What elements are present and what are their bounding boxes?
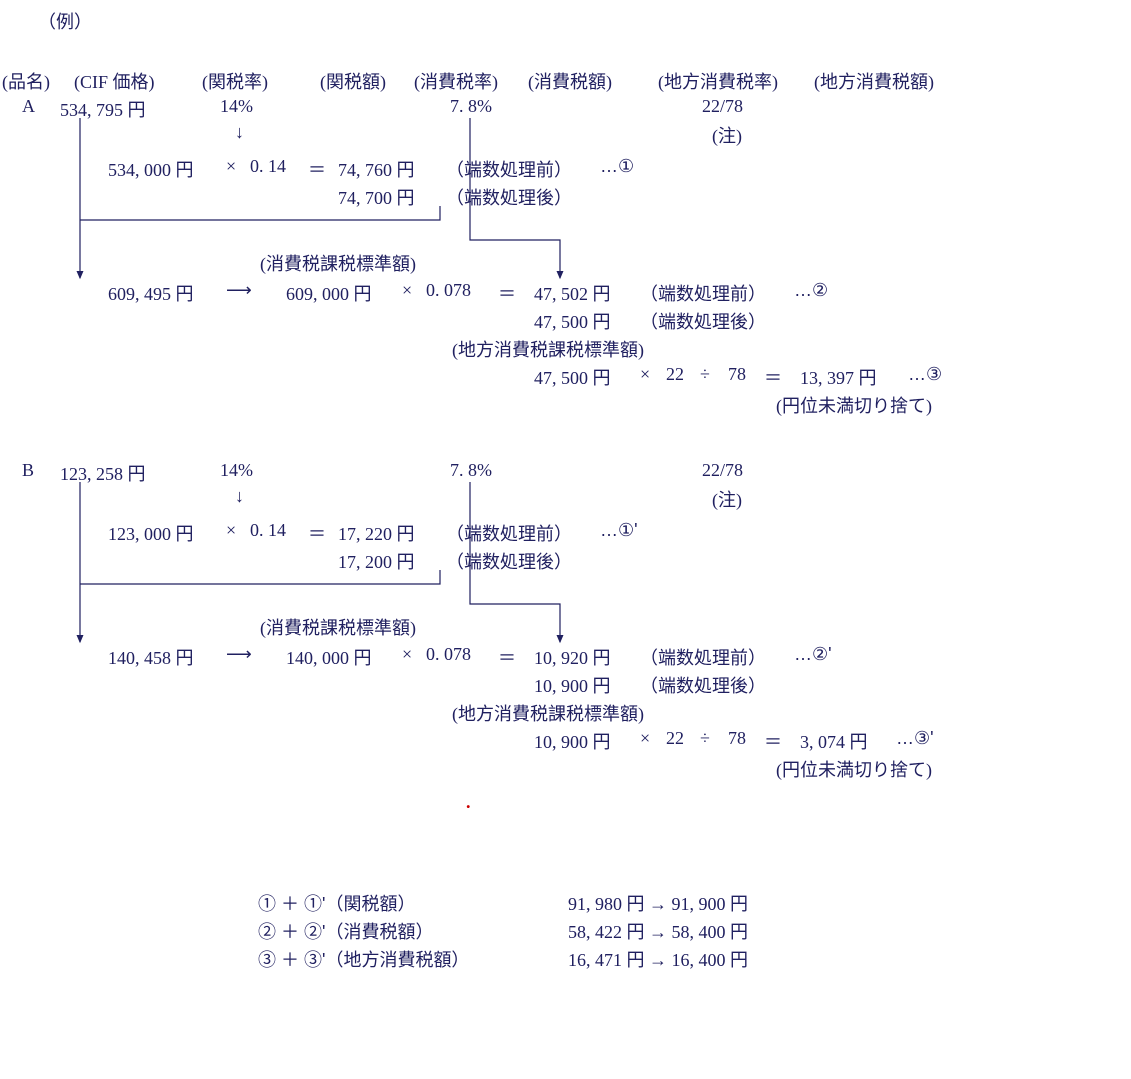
header-chihoritsu: (地方消費税率) — [658, 68, 778, 94]
rarrow-b: ⟶ — [226, 644, 250, 665]
example-title: （例） — [38, 8, 92, 34]
header-chihogaku: (地方消費税額) — [814, 68, 934, 94]
item-a-sum: 609, 495 円 — [108, 280, 194, 306]
item-b-chiho-base: 10, 900 円 — [534, 728, 611, 754]
hasu-ato-a2: （端数処理後） — [640, 308, 766, 334]
item-a-name: A — [22, 96, 35, 117]
item-b-name: B — [22, 460, 34, 481]
item-b-shohi-mul: 0. 078 — [426, 644, 471, 665]
mark-a3: …③ — [908, 364, 942, 385]
item-b-chiho-div: 78 — [728, 728, 746, 749]
rarrow-a: ⟶ — [226, 280, 250, 301]
totals-line1-label: ① ＋ ①'（関税額） — [258, 890, 415, 916]
item-a-kanzei-mul: 0. 14 — [250, 156, 286, 177]
item-b-kanzeiritsu: 14% — [220, 460, 253, 481]
item-b-sumr: 140, 000 円 — [286, 644, 372, 670]
item-b-chihoritsu: 22/78 — [702, 460, 743, 481]
chihokazei-label-b: (地方消費税課税標準額) — [452, 700, 644, 726]
header-kanzeiritsu: (関税率) — [202, 68, 268, 94]
arrow-down-a1: ↓ — [235, 122, 244, 143]
item-a-cif-rounded: 534, 000 円 — [108, 156, 194, 182]
hasu-mae-a2: （端数処理前） — [640, 280, 766, 306]
header-hinmei: (品名) — [2, 68, 50, 94]
enmiman-b: (円位未満切り捨て) — [776, 756, 932, 782]
hasu-ato-b1: （端数処理後） — [446, 548, 572, 574]
eq-b3: ＝ — [764, 728, 782, 754]
chihokazei-label-a: (地方消費税課税標準額) — [452, 336, 644, 362]
item-a-shohi-valr: 47, 500 円 — [534, 308, 611, 334]
item-a-chiho-base: 47, 500 円 — [534, 364, 611, 390]
hasu-mae-b2: （端数処理前） — [640, 644, 766, 670]
item-a-cif: 534, 795 円 — [60, 96, 146, 122]
mark-a2: …② — [794, 280, 828, 301]
shohikazei-label-a: (消費税課税標準額) — [260, 250, 416, 276]
header-shohiritsu: (消費税率) — [414, 68, 498, 94]
item-b-kanzei-val: 17, 220 円 — [338, 520, 415, 546]
div-a3: ÷ — [700, 364, 710, 385]
times-b2: × — [402, 644, 412, 665]
times-a1: × — [226, 156, 236, 177]
item-a-sumr: 609, 000 円 — [286, 280, 372, 306]
item-b-cif: 123, 258 円 — [60, 460, 146, 486]
header-cif: (CIF 価格) — [74, 68, 155, 94]
div-b3: ÷ — [700, 728, 710, 749]
totals-line3-label: ③ ＋ ③'（地方消費税額） — [258, 946, 469, 972]
note-a: (注) — [712, 122, 742, 148]
item-a-chiho-val: 13, 397 円 — [800, 364, 877, 390]
eq-a3: ＝ — [764, 364, 782, 390]
item-a-shohi-val: 47, 502 円 — [534, 280, 611, 306]
times-b3: × — [640, 728, 650, 749]
item-b-chiho-mul: 22 — [666, 728, 684, 749]
mark-b1: …①' — [600, 520, 638, 541]
hasu-ato-b2: （端数処理後） — [640, 672, 766, 698]
times-b1: × — [226, 520, 236, 541]
item-a-chihoritsu: 22/78 — [702, 96, 743, 117]
item-a-kanzei-valr: 74, 700 円 — [338, 184, 415, 210]
item-b-shohi-valr: 10, 900 円 — [534, 672, 611, 698]
hasu-mae-b1: （端数処理前） — [446, 520, 572, 546]
item-a-kanzei-val: 74, 760 円 — [338, 156, 415, 182]
red-dot: . — [466, 792, 471, 813]
totals-line3-val: 16, 471 円 → 16, 400 円 — [568, 946, 748, 972]
shohikazei-label-b: (消費税課税標準額) — [260, 614, 416, 640]
item-b-shohiritsu: 7. 8% — [450, 460, 492, 481]
mark-b2: …②' — [794, 644, 832, 665]
item-a-chiho-div: 78 — [728, 364, 746, 385]
totals-line2-label: ② ＋ ②'（消費税額） — [258, 918, 433, 944]
hasu-mae-a1: （端数処理前） — [446, 156, 572, 182]
times-a3: × — [640, 364, 650, 385]
totals-line2-val: 58, 422 円 → 58, 400 円 — [568, 918, 748, 944]
times-a2: × — [402, 280, 412, 301]
item-a-shohiritsu: 7. 8% — [450, 96, 492, 117]
hasu-ato-a1: （端数処理後） — [446, 184, 572, 210]
item-b-shohi-val: 10, 920 円 — [534, 644, 611, 670]
item-a-chiho-mul: 22 — [666, 364, 684, 385]
mark-a1: …① — [600, 156, 634, 177]
eq-b1: ＝ — [308, 520, 326, 546]
item-b-kanzei-mul: 0. 14 — [250, 520, 286, 541]
header-shohigaku: (消費税額) — [528, 68, 612, 94]
item-b-sum: 140, 458 円 — [108, 644, 194, 670]
totals-line1-val: 91, 980 円 → 91, 900 円 — [568, 890, 748, 916]
arrow-down-b1: ↓ — [235, 486, 244, 507]
eq-b2: ＝ — [498, 644, 516, 670]
header-kanzeigaku: (関税額) — [320, 68, 386, 94]
eq-a1: ＝ — [308, 156, 326, 182]
item-b-chiho-val: 3, 074 円 — [800, 728, 868, 754]
item-b-kanzei-valr: 17, 200 円 — [338, 548, 415, 574]
eq-a2: ＝ — [498, 280, 516, 306]
note-b: (注) — [712, 486, 742, 512]
item-b-cif-rounded: 123, 000 円 — [108, 520, 194, 546]
mark-b3: …③' — [896, 728, 934, 749]
enmiman-a: (円位未満切り捨て) — [776, 392, 932, 418]
item-a-shohi-mul: 0. 078 — [426, 280, 471, 301]
item-a-kanzeiritsu: 14% — [220, 96, 253, 117]
